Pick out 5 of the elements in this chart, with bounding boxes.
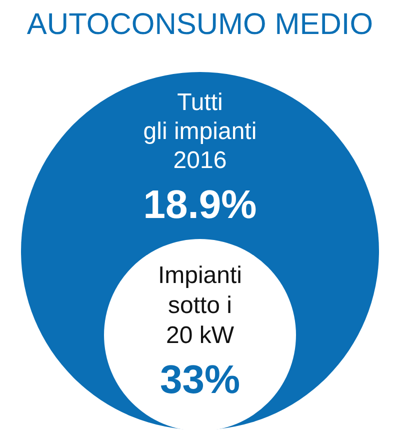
category-label: Tutti gli impianti 2016 [143, 89, 257, 174]
data-label: 33% [160, 358, 240, 402]
data-label: 18.9% [143, 183, 257, 227]
text: AUTOCONSUMO MEDIO [26, 8, 374, 41]
category-label: Impianti sotto i 20 kW [158, 262, 242, 349]
